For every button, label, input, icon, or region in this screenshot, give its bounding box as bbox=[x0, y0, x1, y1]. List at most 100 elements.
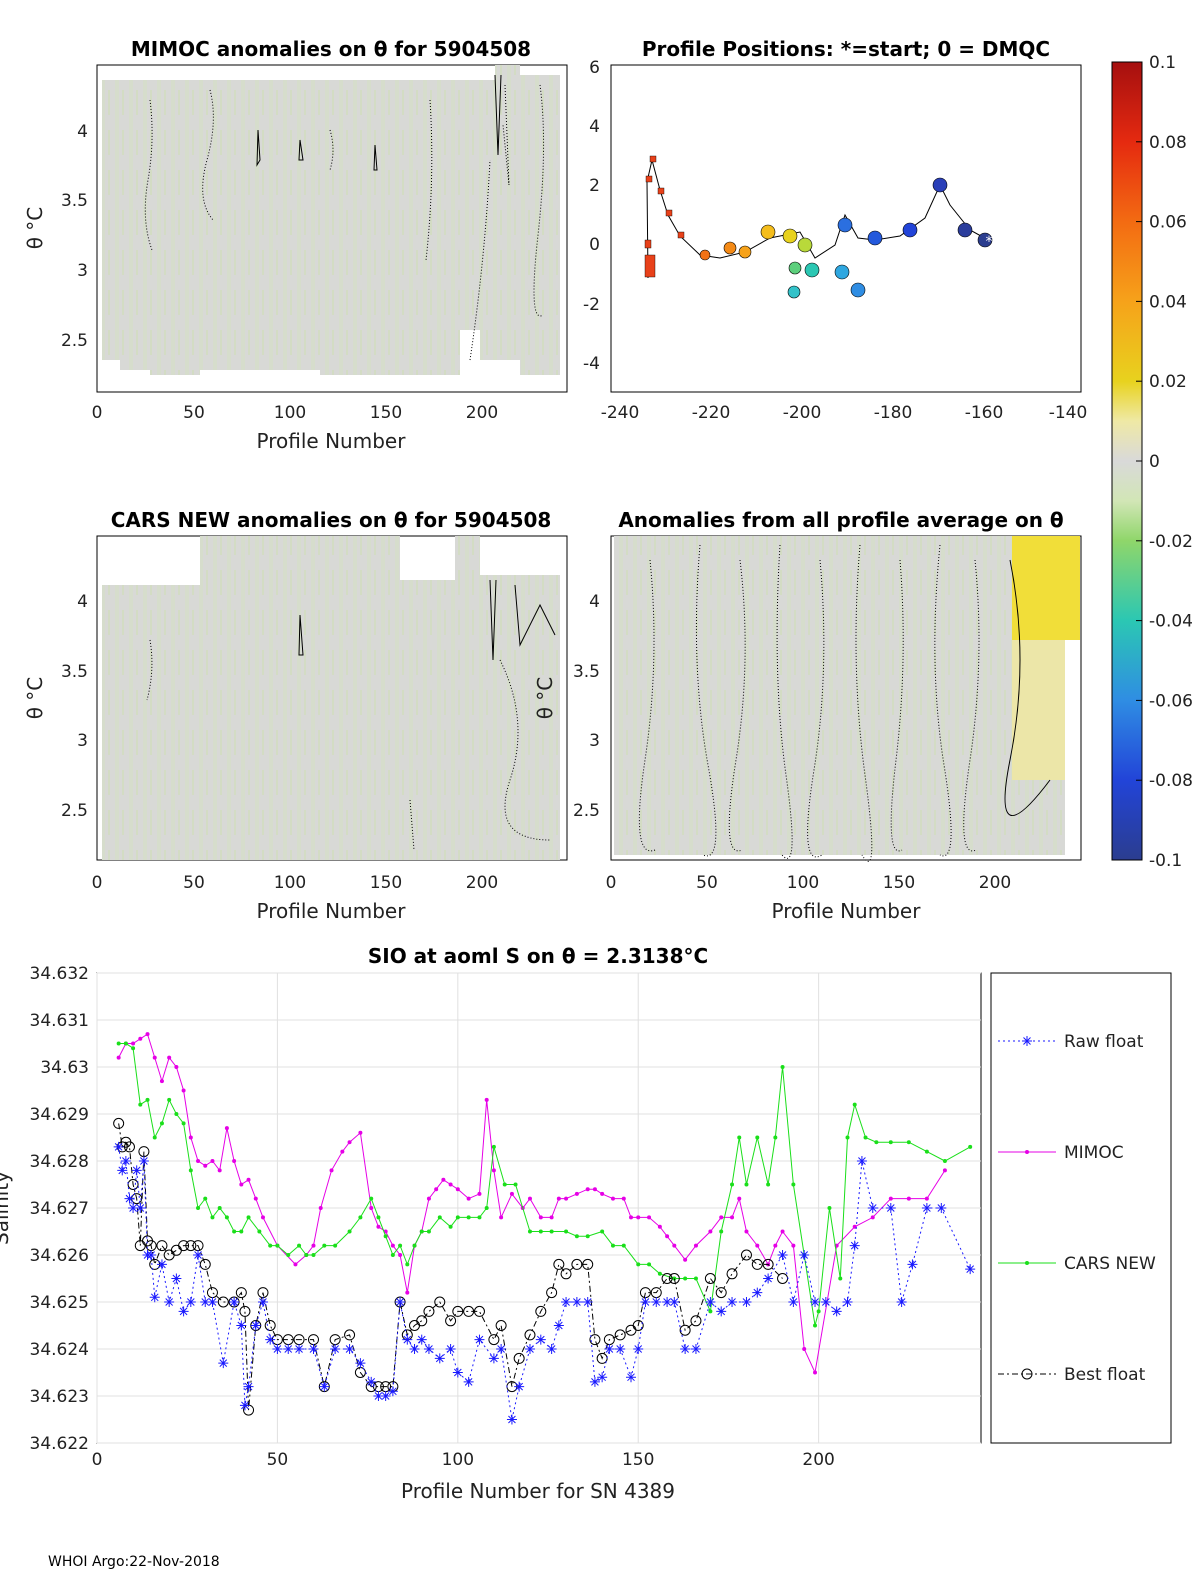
point-raw-float bbox=[355, 1358, 366, 1369]
point-cars-new bbox=[145, 1097, 150, 1102]
point-mimoc bbox=[600, 1191, 605, 1196]
point-cars-new bbox=[564, 1229, 569, 1234]
point-raw-float bbox=[582, 1297, 593, 1307]
salinity-xtick: 100 bbox=[442, 1450, 474, 1470]
point-cars-new bbox=[906, 1140, 911, 1145]
point-cars-new bbox=[708, 1309, 713, 1314]
point-raw-float bbox=[395, 1297, 406, 1307]
point-mimoc bbox=[484, 1097, 489, 1102]
cars-xtick: 0 bbox=[92, 873, 103, 893]
colorbar-tick-label: -0.1 bbox=[1149, 851, 1182, 871]
point-cars-new bbox=[737, 1135, 742, 1140]
point-raw-float bbox=[651, 1297, 662, 1307]
legend-item-cars-new: CARS NEW bbox=[998, 1254, 1156, 1274]
point-best-float bbox=[235, 1287, 247, 1299]
point-cars-new bbox=[347, 1229, 352, 1234]
point-best-float bbox=[445, 1315, 457, 1327]
colorbar-tick-label: 0.04 bbox=[1149, 292, 1187, 312]
point-best-float bbox=[751, 1258, 763, 1270]
point-best-float bbox=[123, 1141, 135, 1153]
point-raw-float bbox=[200, 1297, 211, 1307]
point-raw-float bbox=[409, 1344, 420, 1354]
positions-ytick: 0 bbox=[589, 235, 600, 255]
series-cars-new bbox=[116, 1041, 973, 1328]
allavg-xtick: 50 bbox=[696, 873, 718, 893]
mimoc-xtick: 0 bbox=[92, 403, 103, 423]
point-raw-float bbox=[124, 1193, 135, 1204]
point-raw-float bbox=[856, 1156, 867, 1166]
point-raw-float bbox=[146, 1250, 157, 1260]
allavg-panel: Anomalies from all profile average on θ … bbox=[533, 508, 1082, 923]
point-cars-new bbox=[232, 1229, 237, 1234]
point-raw-float bbox=[788, 1297, 799, 1307]
point-mimoc bbox=[924, 1196, 929, 1201]
point-best-float bbox=[661, 1273, 673, 1284]
point-cars-new bbox=[131, 1046, 136, 1051]
point-cars-new bbox=[217, 1206, 222, 1210]
cars-ytick: 3.5 bbox=[61, 662, 88, 682]
point-best-float bbox=[546, 1287, 558, 1299]
point-cars-new bbox=[744, 1182, 749, 1187]
salinity-series bbox=[113, 1032, 976, 1425]
point-raw-float bbox=[156, 1259, 167, 1270]
point-raw-float bbox=[207, 1297, 218, 1307]
point-mimoc bbox=[347, 1140, 352, 1145]
point-cars-new bbox=[159, 1121, 164, 1126]
point-cars-new bbox=[693, 1276, 698, 1281]
point-raw-float bbox=[416, 1334, 427, 1345]
colorbar-tick-label: 0.06 bbox=[1149, 213, 1187, 233]
mimoc-xtick: 200 bbox=[466, 403, 498, 423]
point-best-float bbox=[264, 1320, 276, 1331]
point-mimoc bbox=[773, 1243, 778, 1248]
point-cars-new bbox=[549, 1229, 554, 1234]
point-raw-float bbox=[229, 1297, 240, 1307]
point-raw-float bbox=[496, 1344, 507, 1354]
point-cars-new bbox=[398, 1243, 403, 1248]
point-cars-new bbox=[942, 1159, 947, 1163]
point-mimoc bbox=[390, 1243, 395, 1248]
point-raw-float bbox=[120, 1156, 131, 1166]
point-mimoc bbox=[737, 1196, 742, 1201]
point-cars-new bbox=[448, 1224, 453, 1229]
point-cars-new bbox=[845, 1135, 850, 1140]
point-cars-new bbox=[827, 1206, 832, 1210]
point-best-float bbox=[762, 1258, 774, 1270]
point-best-float bbox=[513, 1352, 525, 1364]
point-raw-float bbox=[131, 1165, 142, 1176]
point-cars-new bbox=[647, 1262, 652, 1267]
point-raw-float bbox=[308, 1344, 319, 1354]
point-cars-new bbox=[621, 1243, 626, 1248]
point-cars-new bbox=[174, 1112, 179, 1116]
cars-field bbox=[102, 536, 560, 860]
point-mimoc bbox=[647, 1215, 652, 1220]
point-raw-float bbox=[514, 1381, 525, 1392]
point-cars-new bbox=[477, 1215, 482, 1220]
point-best-float bbox=[495, 1320, 507, 1331]
point-mimoc bbox=[636, 1215, 641, 1220]
point-raw-float bbox=[604, 1344, 615, 1354]
point-mimoc bbox=[246, 1177, 251, 1182]
salinity-title: SIO at aoml S on θ = 2.3138°C bbox=[368, 944, 708, 968]
point-cars-new bbox=[657, 1271, 662, 1276]
point-cars-new bbox=[513, 1182, 518, 1187]
mimoc-ytick: 3.5 bbox=[61, 191, 88, 211]
mimoc-panel: MIMOC anomalies on θ for 5904508 0 50 10… bbox=[23, 37, 568, 453]
positions-ytick: 4 bbox=[589, 117, 600, 137]
point-raw-float bbox=[239, 1400, 250, 1411]
point-mimoc bbox=[657, 1224, 662, 1229]
legend-marker bbox=[1022, 1036, 1032, 1046]
point-mimoc bbox=[441, 1177, 446, 1182]
point-mimoc bbox=[802, 1347, 807, 1351]
point-raw-float bbox=[344, 1344, 355, 1354]
point-mimoc bbox=[116, 1055, 121, 1060]
point-mimoc bbox=[852, 1224, 857, 1229]
point-best-float bbox=[668, 1273, 680, 1284]
point-mimoc bbox=[592, 1187, 597, 1192]
cars-ytick: 4 bbox=[77, 592, 88, 612]
colorbar-tick-label: 0.08 bbox=[1149, 133, 1187, 153]
point-mimoc bbox=[813, 1370, 818, 1375]
point-raw-float bbox=[330, 1344, 341, 1354]
legend-marker bbox=[1021, 1368, 1033, 1380]
allavg-xtick: 200 bbox=[979, 873, 1011, 893]
point-best-float bbox=[553, 1258, 565, 1270]
